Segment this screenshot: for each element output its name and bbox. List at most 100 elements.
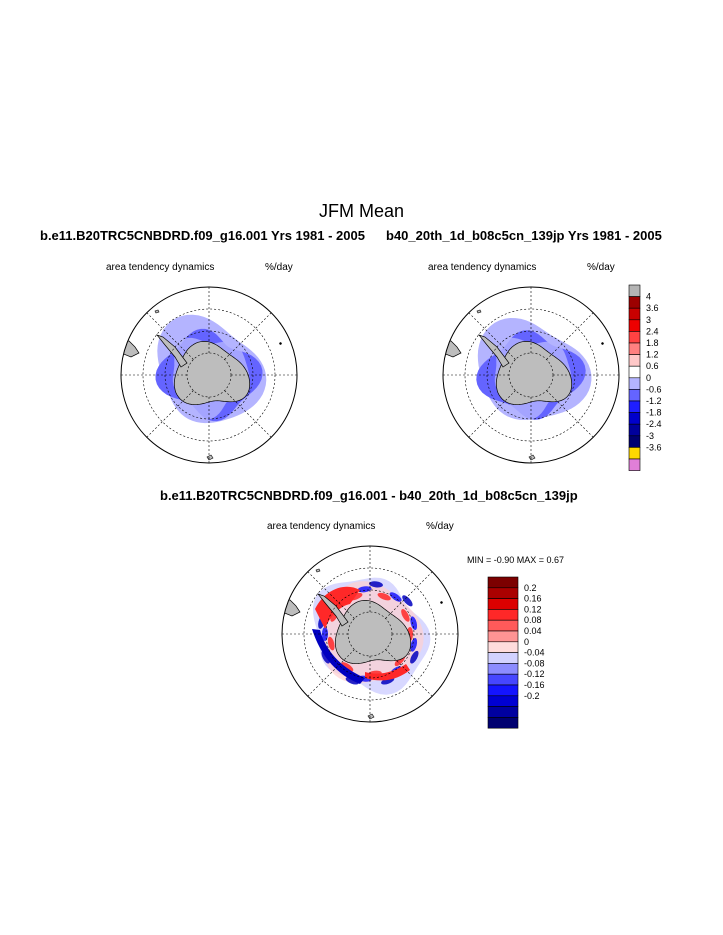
colorbar-label: -0.2 <box>524 691 540 701</box>
latitude-circle <box>347 611 393 657</box>
colorbar-box <box>628 458 641 471</box>
colorbar-label: -3.6 <box>646 442 662 452</box>
colorbar-box <box>487 587 519 599</box>
diff-patch <box>377 592 391 601</box>
colorbar-box <box>628 307 641 321</box>
colorbar-diff: 0.20.160.120.080.040-0.04-0.08-0.12-0.16… <box>487 576 545 729</box>
colorbar-box <box>487 673 519 686</box>
colorbar-label: 0 <box>646 373 651 383</box>
latitude-circle <box>325 589 415 679</box>
meridian-line <box>546 390 594 438</box>
island <box>440 601 443 604</box>
colorbar-label: 3.6 <box>646 303 659 313</box>
panel2-variable: area tendency dynamics <box>428 262 537 273</box>
diff-patch <box>321 650 330 664</box>
meridian-line <box>385 571 433 619</box>
latitude-circle <box>142 308 276 442</box>
island <box>528 454 536 461</box>
diff-patch <box>369 581 383 588</box>
colorbar-box <box>487 598 519 610</box>
colorbar-label: -1.2 <box>646 396 662 406</box>
colorbar-box <box>628 389 641 402</box>
map-field <box>443 287 619 463</box>
south-america-tip <box>121 340 140 358</box>
colorbar-label: -0.04 <box>524 648 545 658</box>
latitude-circle <box>303 567 437 701</box>
antarctica <box>334 600 412 665</box>
colorbar-box <box>487 695 519 707</box>
island <box>367 713 375 720</box>
map-field <box>282 546 458 722</box>
colorbar-label: -1.8 <box>646 408 662 418</box>
colorbar-label: 3 <box>646 315 651 325</box>
island <box>476 309 482 314</box>
latitude-circle <box>164 330 254 420</box>
colorbar-box <box>628 423 641 437</box>
colorbar-label: -3 <box>646 431 654 441</box>
colorbar-label: 1.8 <box>646 338 659 348</box>
colorbar-label: -0.08 <box>524 658 545 668</box>
colorbar-box <box>628 331 641 344</box>
diff-patch <box>410 650 419 664</box>
colorbar-box <box>487 576 519 589</box>
meridian-line <box>307 571 355 619</box>
colorbar-label: 1.2 <box>646 350 659 360</box>
colorbar-label: 0.08 <box>524 615 542 625</box>
diff-title: b.e11.B20TRC5CNBDRD.f09_g16.001 - b40_20… <box>160 488 578 503</box>
colorbar-label: 0.6 <box>646 361 659 371</box>
colorbar-main: 43.6 32.4 1.8 1.20.6 0-0.6 -1.2 -1.8-2.4 -3-3.6 <box>628 284 662 471</box>
latitude-circle <box>186 352 232 398</box>
diff-patch <box>401 609 410 622</box>
panel1-units: %/day <box>265 262 293 273</box>
colorbar-label: 0.04 <box>524 626 542 636</box>
diff-patch <box>410 637 418 652</box>
antarctic-peninsula <box>155 334 188 368</box>
south-america-tip <box>282 599 301 617</box>
meridian-line <box>146 312 194 360</box>
antarctica <box>495 341 573 406</box>
latitude-circle <box>464 308 598 442</box>
colorbar-box <box>628 412 641 425</box>
colorbar-label: -0.12 <box>524 669 545 679</box>
colorbar-box <box>487 619 519 632</box>
colorbar-box <box>487 641 519 653</box>
colorbar-box <box>628 319 641 332</box>
colorbar-box <box>628 354 641 367</box>
colorbar-box <box>487 630 519 643</box>
colorbar-box <box>628 296 641 309</box>
colorbar-label: -0.16 <box>524 680 545 690</box>
map-field <box>121 287 297 463</box>
colorbar-box <box>628 377 641 390</box>
colorbar-box <box>628 447 641 460</box>
meridian-line <box>307 649 355 697</box>
colorbar-label: 0.16 <box>524 594 542 604</box>
meridian-line <box>468 390 516 438</box>
diff-units: %/day <box>426 521 454 532</box>
island <box>279 342 282 345</box>
island <box>154 309 160 314</box>
panel2-map <box>442 286 620 464</box>
colorbar-box <box>628 365 641 379</box>
meridian-line <box>224 312 272 360</box>
panel2-units: %/day <box>587 262 615 273</box>
diff-map <box>281 545 459 723</box>
diff-patch <box>322 627 328 641</box>
diff-patch <box>341 662 354 672</box>
diff-patch <box>345 677 359 685</box>
figure-title: JFM Mean <box>318 201 405 221</box>
diff-patch <box>357 586 372 593</box>
map-boundary <box>120 286 298 464</box>
map-boundary <box>281 545 459 723</box>
meridian-line <box>546 312 594 360</box>
colorbar-box <box>487 717 519 729</box>
antarctic-peninsula <box>477 334 510 368</box>
colorbar-label: 0 <box>524 637 529 647</box>
island <box>601 342 604 345</box>
colorbar-box <box>628 400 641 413</box>
panel1-case-title: b.e11.B20TRC5CNBDRD.f09_g16.001 Yrs 1981… <box>40 228 365 243</box>
colorbar-box <box>487 609 519 621</box>
panel1-variable: area tendency dynamics <box>106 262 215 273</box>
island <box>315 568 321 573</box>
colorbar-label: -2.4 <box>646 419 662 429</box>
antarctica <box>173 341 251 406</box>
